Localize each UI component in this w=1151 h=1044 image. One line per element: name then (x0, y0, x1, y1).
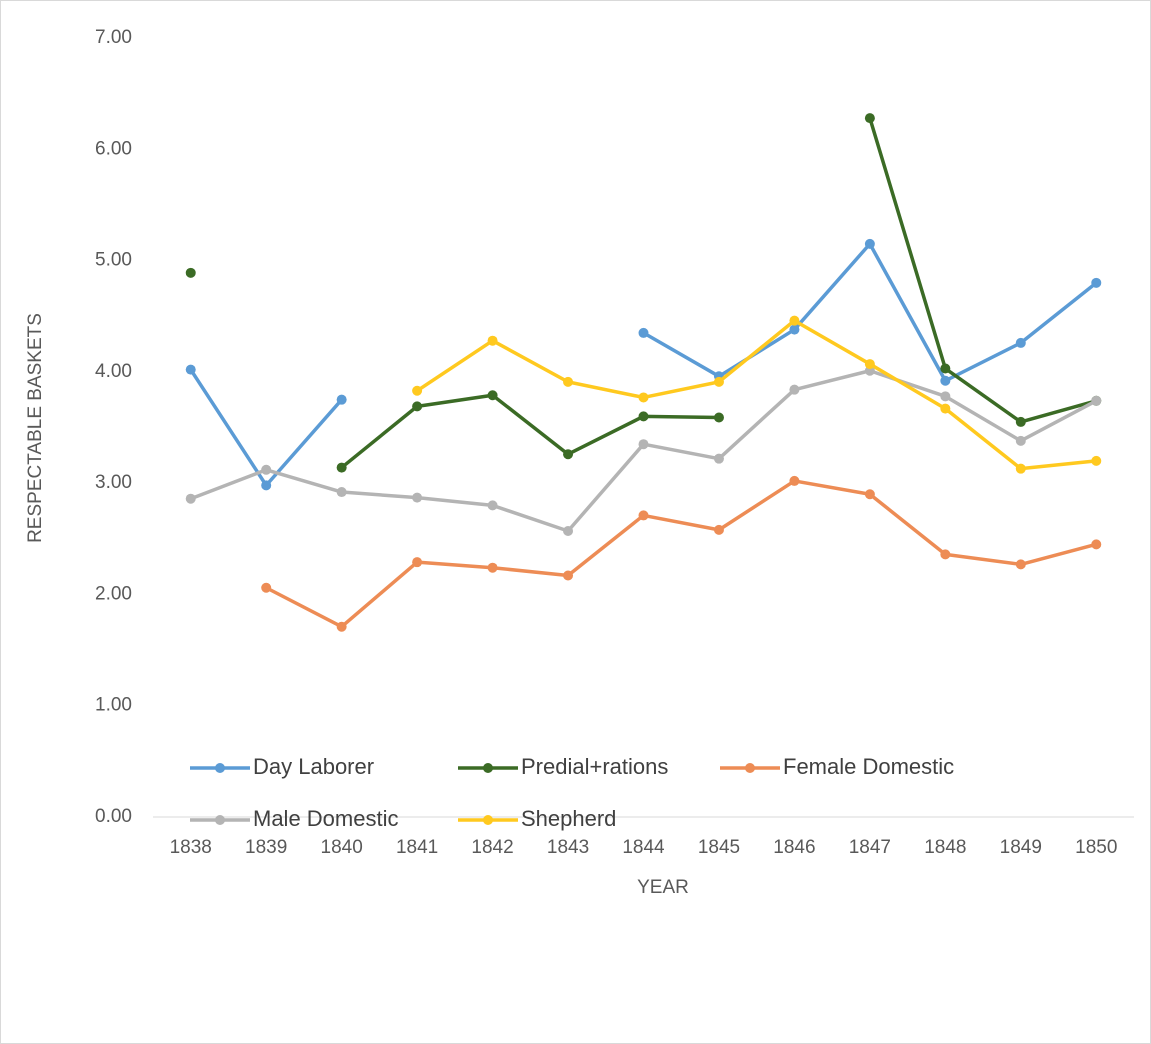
data-point (864, 359, 875, 370)
data-point (713, 524, 724, 535)
data-point (261, 582, 272, 593)
data-point (1091, 395, 1102, 406)
x-tick-label: 1850 (1075, 837, 1117, 858)
data-point (1091, 455, 1102, 466)
data-point (789, 324, 800, 335)
legend-label: Predial+rations (521, 754, 668, 779)
data-point (412, 385, 423, 396)
data-point (713, 412, 724, 423)
y-tick-label: 2.00 (95, 583, 132, 604)
x-tick-label: 1849 (1000, 837, 1042, 858)
y-tick-label: 4.00 (95, 361, 132, 382)
data-point (487, 500, 498, 511)
x-axis-title: YEAR (637, 877, 689, 898)
data-point (336, 487, 347, 498)
y-tick-label: 7.00 (95, 27, 132, 48)
legend-marker (483, 815, 493, 825)
data-point (1091, 539, 1102, 550)
x-tick-label: 1843 (547, 837, 589, 858)
data-point (864, 238, 875, 249)
legend-label: Female Domestic (783, 754, 954, 779)
data-point (713, 376, 724, 387)
data-point (185, 364, 196, 375)
data-point (185, 267, 196, 278)
data-point (638, 392, 649, 403)
data-point (1091, 277, 1102, 288)
legend-label: Male Domestic (253, 806, 398, 831)
data-point (789, 315, 800, 326)
data-point (1015, 435, 1026, 446)
data-point (1015, 416, 1026, 427)
y-axis-title: RESPECTABLE BASKETS (25, 313, 46, 543)
data-point (412, 492, 423, 503)
x-tick-label: 1839 (245, 837, 287, 858)
data-point (1015, 559, 1026, 570)
series-line (340, 117, 1097, 469)
data-point (487, 390, 498, 401)
data-point (563, 376, 574, 387)
data-point (713, 453, 724, 464)
data-point (563, 449, 574, 460)
series-line (265, 479, 1097, 629)
y-tick-label: 0.00 (95, 806, 132, 827)
data-point (412, 557, 423, 568)
data-point (1015, 463, 1026, 474)
data-point (261, 480, 272, 491)
x-tick-label: 1842 (471, 837, 513, 858)
data-point (789, 475, 800, 486)
data-point (940, 549, 951, 560)
x-tick-label: 1841 (396, 837, 438, 858)
x-tick-label: 1847 (849, 837, 891, 858)
data-point (864, 489, 875, 500)
series-line (416, 318, 1097, 471)
legend-label: Shepherd (521, 806, 616, 831)
data-point (563, 525, 574, 536)
legend-label: Day Laborer (253, 754, 374, 779)
data-point (864, 113, 875, 124)
x-tick-label: 1846 (773, 837, 815, 858)
data-point (940, 403, 951, 414)
data-point (940, 391, 951, 402)
data-point (336, 621, 347, 632)
data-point (487, 335, 498, 346)
data-point (638, 439, 649, 450)
x-tick-label: 1845 (698, 837, 740, 858)
x-tick-label: 1848 (924, 837, 966, 858)
legend-marker (745, 763, 755, 773)
x-tick-label: 1840 (321, 837, 363, 858)
y-tick-label: 1.00 (95, 695, 132, 716)
data-point (487, 562, 498, 573)
legend-marker (215, 815, 225, 825)
y-tick-label: 6.00 (95, 138, 132, 159)
y-tick-label: 3.00 (95, 472, 132, 493)
data-point (185, 493, 196, 504)
data-point (940, 375, 951, 386)
data-point (638, 510, 649, 521)
data-point (789, 384, 800, 395)
x-tick-label: 1844 (622, 837, 665, 858)
data-point (336, 394, 347, 405)
data-point (563, 570, 574, 581)
legend-marker (483, 763, 493, 773)
x-tick-label: 1838 (170, 837, 212, 858)
data-point (1015, 337, 1026, 348)
data-point (336, 462, 347, 473)
y-tick-label: 5.00 (95, 250, 132, 271)
data-point (412, 401, 423, 412)
data-point (940, 363, 951, 374)
data-point (638, 411, 649, 422)
data-point (261, 464, 272, 475)
legend-marker (215, 763, 225, 773)
data-point (638, 327, 649, 338)
